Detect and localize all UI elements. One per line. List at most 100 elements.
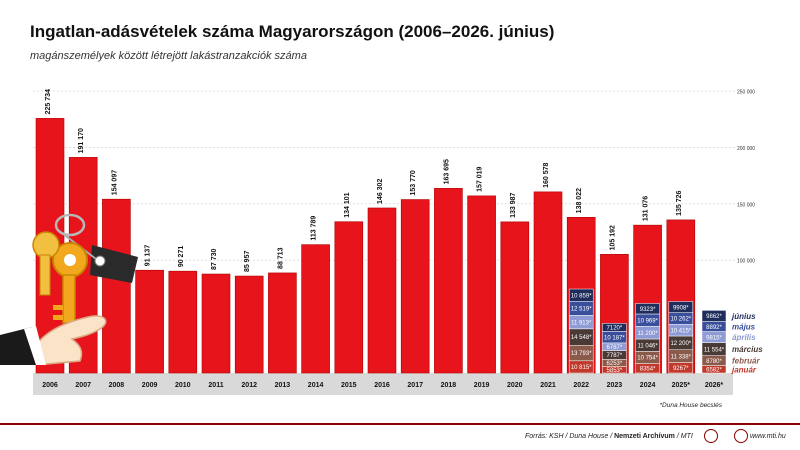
month-segment-label: 12 519* [571,307,592,313]
month-segment-label: 8892* [706,325,722,331]
month-segment-label: 10 859* [571,293,592,299]
x-tick-label: 2020 [507,382,523,389]
month-segment-label: 6253* [607,361,623,367]
month-legend-label: február [732,357,760,366]
month-segment-label: 11 046* [637,343,658,349]
bar-value-label: 90 271 [178,246,185,268]
month-segment [568,288,594,302]
bar-value-label: 225 734 [45,89,52,114]
bar [201,273,231,374]
month-segment-label: 10 415* [670,328,691,334]
bar [135,269,164,374]
month-segment [635,303,660,315]
bar [500,221,530,374]
bar-value-label: 87 730 [211,249,218,271]
bar [301,244,330,374]
month-segment-label: 13 793* [571,351,592,357]
x-tick-label: 2014 [308,382,324,389]
month-legend-label: május [732,323,756,332]
bar [367,207,397,374]
month-segment-label: 7787* [607,353,623,359]
year-label-band [33,373,733,395]
key-ring-icon [54,213,86,237]
month-legend-label: június [731,312,756,321]
nemzeti-archivum-logo-icon [704,429,718,443]
month-legend-label: január [731,365,757,374]
month-segment [701,310,727,322]
month-segment-label: 11 200* [637,331,658,337]
bar-value-label: 153 770 [410,170,417,195]
key-icon [32,231,88,324]
source-suffix: / MTI [674,433,693,440]
month-segment-label: 9267* [673,366,689,372]
month-segment-label: 6787* [607,345,623,351]
bar-value-label: 133 987 [510,192,517,217]
month-segment-label: 11 554* [704,347,725,353]
y-tick-label: 100 000 [737,259,755,265]
bar [434,188,463,374]
x-tick-label: 2016 [374,382,390,389]
y-tick-label: 250 000 [737,90,755,96]
chart-subtitle: magánszemélyek között létrejött lakástra… [30,50,307,62]
month-segment-label: 10 969* [637,318,658,324]
hand-icon [0,315,107,365]
month-legend-label: április [732,333,756,342]
month-segment-label: 10 815* [571,365,592,371]
bar-value-label: 160 578 [543,162,550,187]
bar-value-label: 154 097 [111,170,118,195]
month-segment-label: 11 338* [671,354,692,360]
bar [467,195,496,374]
month-segment-label: 8354* [640,366,656,372]
y-tick-label: 150 000 [737,202,755,208]
bar-value-label: 88 713 [277,247,284,269]
x-tick-label: 2007 [75,382,91,389]
month-segment-label: 10 262* [670,317,691,323]
month-segment [602,323,627,332]
x-tick-label: 2011 [208,382,223,389]
mti-logo-icon [734,429,748,443]
bar [168,270,198,374]
footer: Forrás: KSH / Duna House / Nemzeti Archí… [0,423,800,450]
source-archive: Nemzeti Archívum [614,433,675,440]
month-segment [668,301,694,313]
month-segment-label: 10 187* [604,335,625,341]
bar-value-label: 135 726 [676,190,683,215]
bar [102,198,131,374]
x-tick-label: 2022 [573,382,589,389]
bar-value-label: 163 695 [443,159,450,184]
bar-value-label: 191 170 [78,128,85,153]
bar-value-label: 134 101 [344,192,351,217]
x-tick-label: 2024 [640,382,656,389]
bar-value-label: 91 137 [145,245,152,267]
bar-value-label: 113 789 [311,216,318,241]
bar-value-label: 131 076 [643,196,650,221]
chart-title: Ingatlan-adásvételek száma Magyarországo… [30,22,555,41]
bar [400,199,430,374]
x-tick-label: 2026* [705,382,724,389]
bar-value-label: 105 192 [609,225,616,250]
bar-value-label: 138 022 [576,188,583,213]
x-tick-label: 2006 [42,382,58,389]
x-tick-label: 2023 [607,382,623,389]
y-tick-label: 200 000 [737,146,755,152]
footer-divider [0,423,800,425]
source-prefix: Forrás: KSH / Duna House / [525,433,615,440]
x-tick-label: 2008 [109,382,125,389]
month-segment-label: 10 754* [637,356,658,362]
bar-value-label: 85 957 [244,251,251,273]
month-segment-label: 12 200* [670,341,691,347]
x-tick-label: 2017 [407,382,423,389]
bar [334,221,364,374]
key-hand-illustration [0,213,138,365]
bar-value-label: 157 019 [477,166,484,191]
x-tick-label: 2018 [441,382,457,389]
website-link[interactable]: www.mti.hu [750,433,786,440]
x-tick-label: 2012 [241,382,257,389]
x-tick-label: 2010 [175,382,191,389]
month-legend-label: március [732,345,763,354]
x-tick-label: 2009 [142,382,158,389]
bar [234,275,264,374]
bar-value-label: 146 302 [377,179,384,204]
month-segment-label: 8780* [706,359,722,365]
x-tick-label: 2015 [341,382,357,389]
